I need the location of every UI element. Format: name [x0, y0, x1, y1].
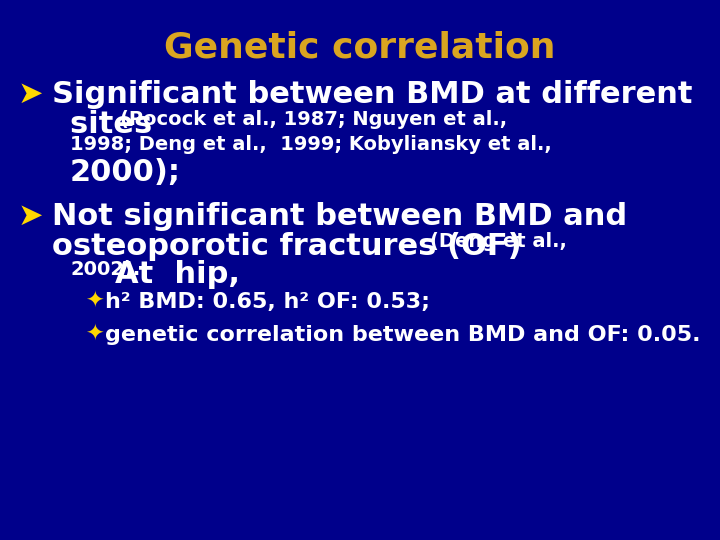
Text: h² BMD: 0.65, h² OF: 0.53;: h² BMD: 0.65, h² OF: 0.53; — [105, 292, 430, 312]
Text: (Pocock et al., 1987; Nguyen et al.,: (Pocock et al., 1987; Nguyen et al., — [120, 110, 507, 129]
Text: Genetic correlation: Genetic correlation — [164, 30, 556, 64]
Text: sites: sites — [70, 110, 163, 139]
Text: At  hip,: At hip, — [115, 260, 240, 289]
Text: 1998; Deng et al.,  1999; Kobyliansky et al.,: 1998; Deng et al., 1999; Kobyliansky et … — [70, 135, 552, 154]
Text: 2002).: 2002). — [70, 260, 140, 279]
Text: osteoporotic fractures (OF): osteoporotic fractures (OF) — [52, 232, 532, 261]
Text: ✦: ✦ — [85, 325, 104, 345]
Text: ➤: ➤ — [18, 202, 43, 231]
Text: Not significant between BMD and: Not significant between BMD and — [52, 202, 627, 231]
Text: ➤: ➤ — [18, 80, 43, 109]
Text: genetic correlation between BMD and OF: 0.05.: genetic correlation between BMD and OF: … — [105, 325, 701, 345]
Text: Significant between BMD at different: Significant between BMD at different — [52, 80, 693, 109]
Text: 2000);: 2000); — [70, 158, 181, 187]
Text: ✦: ✦ — [85, 292, 104, 312]
Text: (Deng et al.,: (Deng et al., — [430, 232, 567, 251]
